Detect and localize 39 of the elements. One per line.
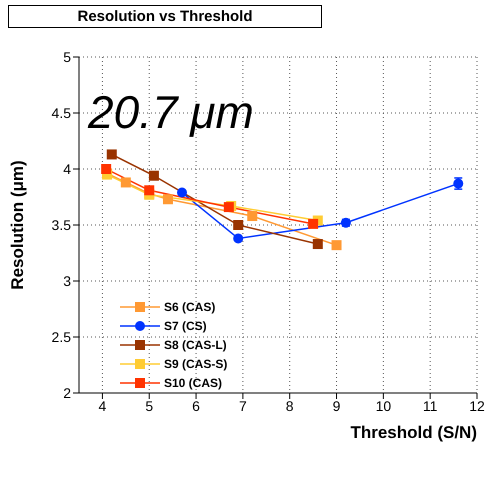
point [162, 194, 173, 204]
x-axis-title: Threshold (S/N) [350, 423, 477, 442]
legend-label: S7 (CS) [164, 318, 207, 332]
point [106, 149, 117, 160]
point [144, 185, 154, 196]
point [148, 170, 159, 181]
point [332, 240, 342, 250]
y-tick-label: 2 [63, 384, 72, 401]
legend-label: S10 (CAS) [164, 376, 222, 390]
y-axis-title: Resolution (μm) [8, 160, 28, 290]
y-tick-label: 3.5 [52, 216, 72, 233]
y-tick-label: 4 [63, 160, 72, 177]
point [101, 164, 112, 174]
y-tick-label: 5 [63, 48, 72, 65]
point [224, 202, 234, 212]
point [233, 233, 244, 244]
point [120, 177, 131, 188]
chart-title: Resolution vs Threshold [8, 5, 322, 28]
legend-label: S9 (CAS-S) [164, 356, 228, 370]
legend-label: S6 (CAS) [164, 300, 216, 314]
x-tick-label: 9 [332, 398, 341, 414]
x-tick-label: 12 [469, 398, 485, 414]
annotation: 20.7 μm [88, 85, 254, 139]
point [312, 239, 323, 250]
y-tick-label: 4.5 [52, 104, 72, 121]
point [233, 220, 244, 230]
legend-label: S8 (CAS-L) [164, 338, 227, 352]
y-tick-label: 3 [63, 272, 72, 289]
x-tick-label: 6 [192, 398, 200, 414]
x-tick-label: 10 [376, 398, 392, 414]
x-tick-label: 5 [145, 398, 154, 414]
x-tick-label: 8 [286, 398, 294, 414]
x-tick-label: 11 [422, 398, 438, 414]
point [247, 211, 258, 222]
point [177, 188, 188, 198]
y-tick-label: 2.5 [52, 328, 72, 345]
x-tick-label: 7 [238, 398, 247, 414]
point [308, 218, 318, 229]
x-tick-label: 4 [98, 398, 107, 414]
